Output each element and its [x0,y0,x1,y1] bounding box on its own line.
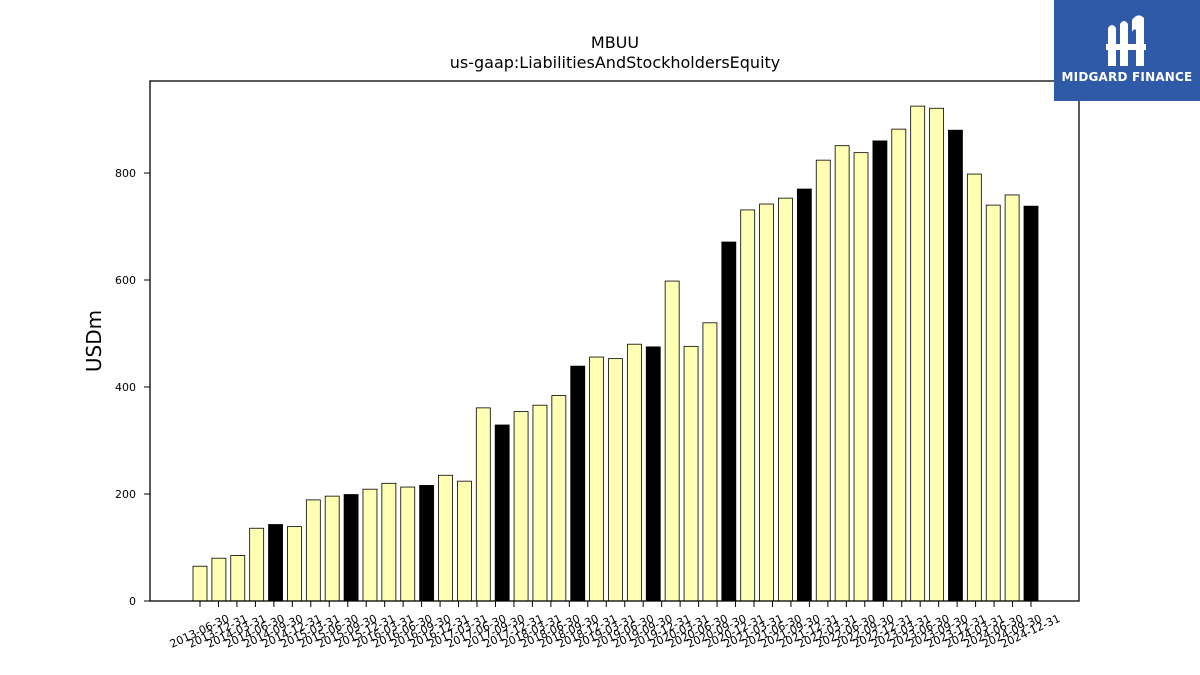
bar [872,140,888,602]
bar [626,343,642,602]
bar [211,557,227,602]
bar [815,159,831,602]
bar [475,407,491,602]
bar [985,204,1001,602]
y-tick-label: 600 [115,274,136,287]
bar [910,105,926,602]
bar [664,280,680,602]
bar [1023,205,1039,602]
y-ticks-group: 0 200 400 600 800 [115,167,150,608]
chart-subtitle: us-gaap:LiabilitiesAndStockholdersEquity [450,53,781,72]
bar [796,188,812,602]
bar [324,495,340,602]
bar [494,424,510,602]
bar [192,565,208,602]
bar [249,527,265,602]
bar [834,145,850,602]
bar [740,209,756,602]
bar [570,365,586,602]
chart-title: MBUU [591,33,639,52]
x-ticks-group: 2013-06-302013-12-312014-03-312014-06-30… [168,601,1062,651]
brand-logo-text: MIDGARD FINANCE [1061,70,1193,84]
brand-logo: MIDGARD FINANCE [1054,0,1200,101]
bar [759,203,774,602]
bar [305,499,321,602]
bar [362,488,378,602]
bar [645,346,661,602]
bar [551,395,567,602]
bar [513,411,529,602]
y-tick-label: 800 [115,167,136,180]
y-tick-label: 400 [115,381,136,394]
bar [1004,194,1020,602]
bar [702,322,718,602]
bar [343,494,359,602]
bar [287,526,302,602]
bar [532,404,548,602]
bar [891,128,907,602]
bar [419,485,435,602]
bar [608,358,623,602]
bar [589,356,605,602]
bar [853,152,869,602]
bar [268,524,283,602]
midgard-logo-icon [1106,15,1146,66]
y-tick-label: 200 [115,488,136,501]
bar [721,241,737,602]
bar [400,486,416,602]
y-axis-label: USDm [82,310,106,372]
bar [778,197,793,602]
bar [438,474,453,602]
bar [948,129,963,602]
bars-group [192,105,1039,602]
plot-frame [149,80,1080,602]
bar [457,480,472,602]
bar [966,173,982,602]
bar [683,345,699,602]
bar [381,482,397,602]
bar [929,107,944,602]
y-tick-label: 0 [129,595,136,608]
bar [230,555,246,602]
